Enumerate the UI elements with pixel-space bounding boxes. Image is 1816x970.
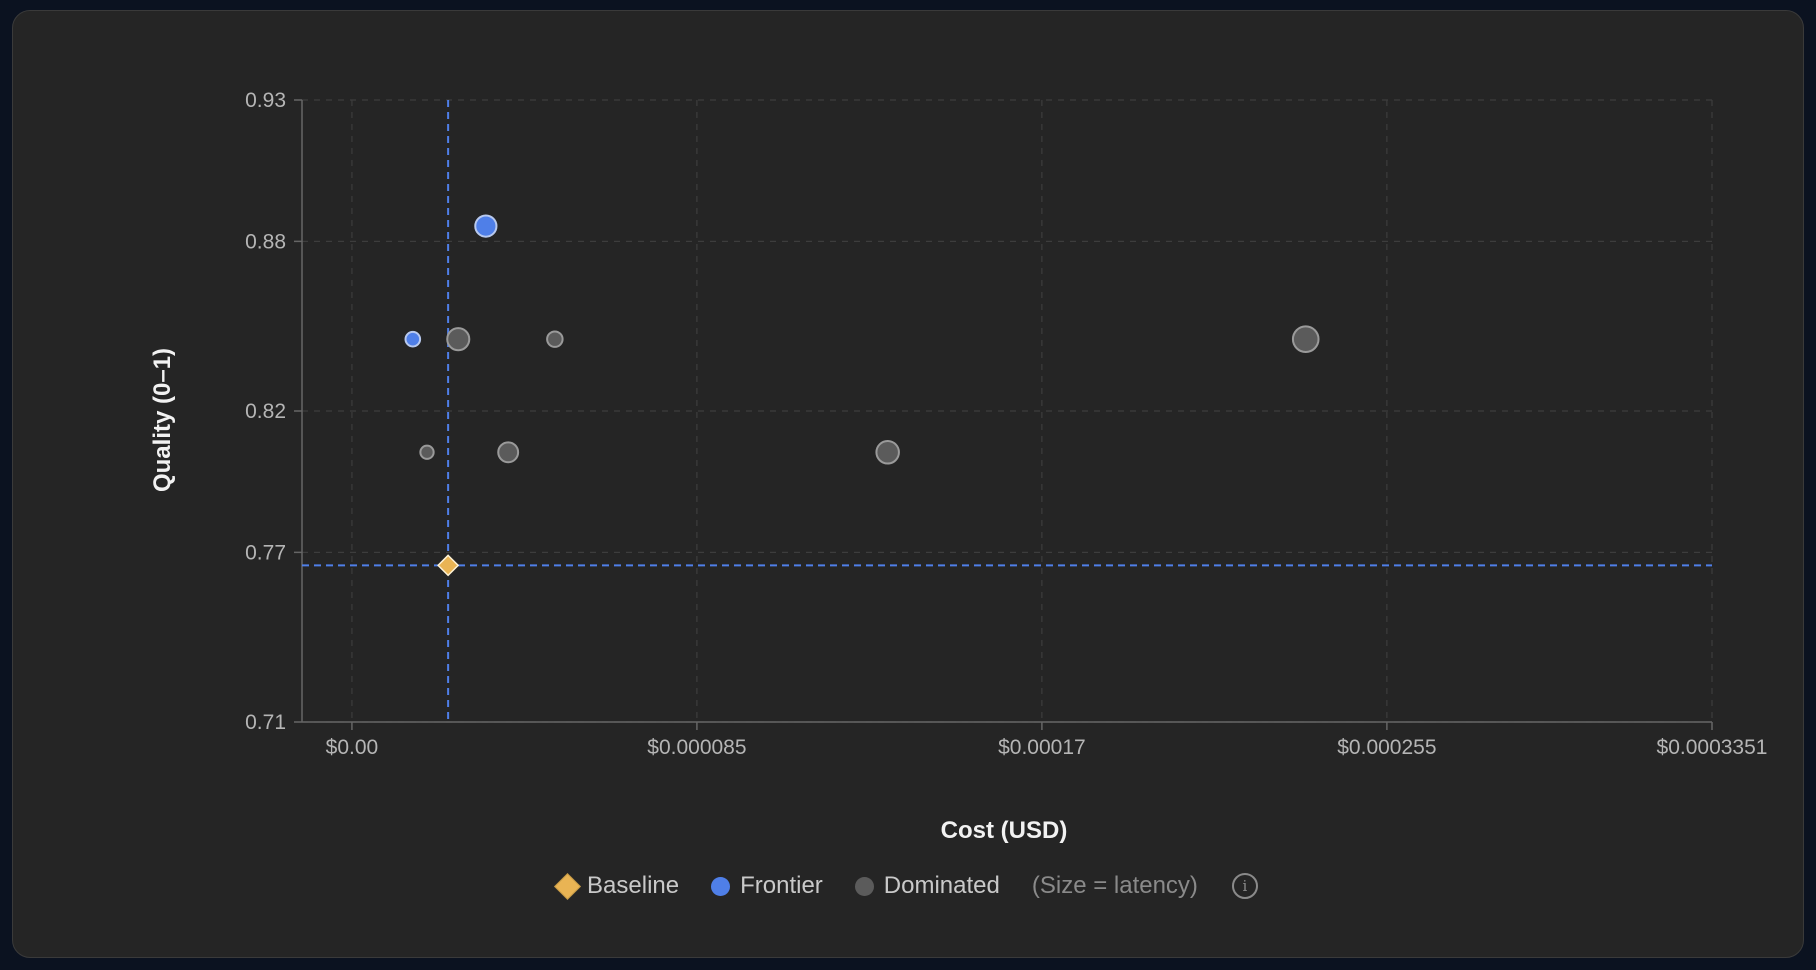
legend-label-baseline: Baseline	[587, 872, 680, 899]
legend-size-note: (Size = latency)	[1031, 872, 1198, 899]
baseline-point	[437, 554, 460, 577]
dominated-point	[546, 330, 564, 348]
legend-item-baseline[interactable]: Baseline	[554, 872, 680, 900]
y-tick-label: 0.88	[245, 230, 286, 253]
y-tick-label: 0.82	[245, 400, 286, 423]
y-tick-label: 0.71	[245, 711, 286, 734]
dominated-point	[875, 440, 900, 465]
legend-label-frontier: Frontier	[740, 872, 823, 899]
chart-card	[12, 10, 1804, 958]
y-tick-label: 0.93	[245, 89, 286, 112]
diamond-icon	[554, 872, 581, 900]
legend-item-dominated[interactable]: Dominated	[854, 872, 1000, 900]
x-tick-label: $0.000255	[1337, 736, 1436, 759]
circle-icon	[854, 876, 874, 896]
frontier-point	[404, 330, 422, 348]
legend-item-frontier[interactable]: Frontier	[711, 872, 823, 900]
frontier-point	[474, 214, 498, 238]
x-tick-label: $0.00	[326, 736, 379, 759]
reference-lines	[302, 100, 1712, 722]
y-tick-label: 0.77	[245, 541, 286, 564]
x-tick-label: $0.0003351	[1657, 736, 1768, 759]
x-axis-title: Cost (USD)	[941, 817, 1068, 844]
tick-labels: $0.00 $0.000085 $0.00017 $0.000255 $0.000335…	[245, 89, 1767, 759]
dominated-point	[1291, 325, 1320, 353]
data-points	[404, 214, 1320, 577]
dominated-point	[446, 327, 471, 352]
x-tick-label: $0.000085	[647, 736, 746, 759]
x-tick-label: $0.00017	[998, 736, 1086, 759]
legend: Baseline Frontier Dominated (Size = late…	[0, 872, 1816, 900]
axes	[294, 99, 1713, 730]
grid	[302, 99, 1713, 723]
dominated-point	[419, 444, 435, 460]
y-axis-title: Quality (0–1)	[149, 348, 176, 492]
legend-label-dominated: Dominated	[883, 872, 1000, 899]
dominated-point	[497, 441, 520, 464]
circle-icon	[711, 876, 731, 896]
info-icon[interactable]: i	[1231, 873, 1258, 899]
